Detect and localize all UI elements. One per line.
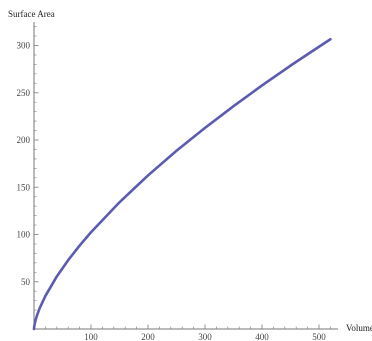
x-tick-label: 100 bbox=[84, 332, 98, 341]
y-tick-label: 300 bbox=[17, 41, 31, 51]
x-tick-label: 400 bbox=[255, 332, 269, 341]
y-tick-label: 200 bbox=[17, 135, 31, 145]
axes bbox=[33, 22, 338, 330]
x-axis-title: Volume bbox=[346, 323, 372, 333]
series-line bbox=[32, 37, 332, 331]
x-tick-label: 500 bbox=[312, 332, 326, 341]
y-tick-label: 50 bbox=[21, 277, 31, 287]
x-tick-label: 200 bbox=[141, 332, 155, 341]
major-ticks bbox=[34, 45, 320, 329]
y-tick-label: 250 bbox=[17, 88, 31, 98]
x-tick-label: 300 bbox=[198, 332, 212, 341]
minor-ticks bbox=[34, 26, 331, 329]
y-tick-label: 150 bbox=[17, 182, 31, 192]
y-axis-title: Surface Area bbox=[8, 9, 55, 19]
tick-labels: 50 100 150 200 250 300 100 200 300 400 500 bbox=[17, 41, 327, 341]
y-tick-label: 100 bbox=[17, 230, 31, 240]
